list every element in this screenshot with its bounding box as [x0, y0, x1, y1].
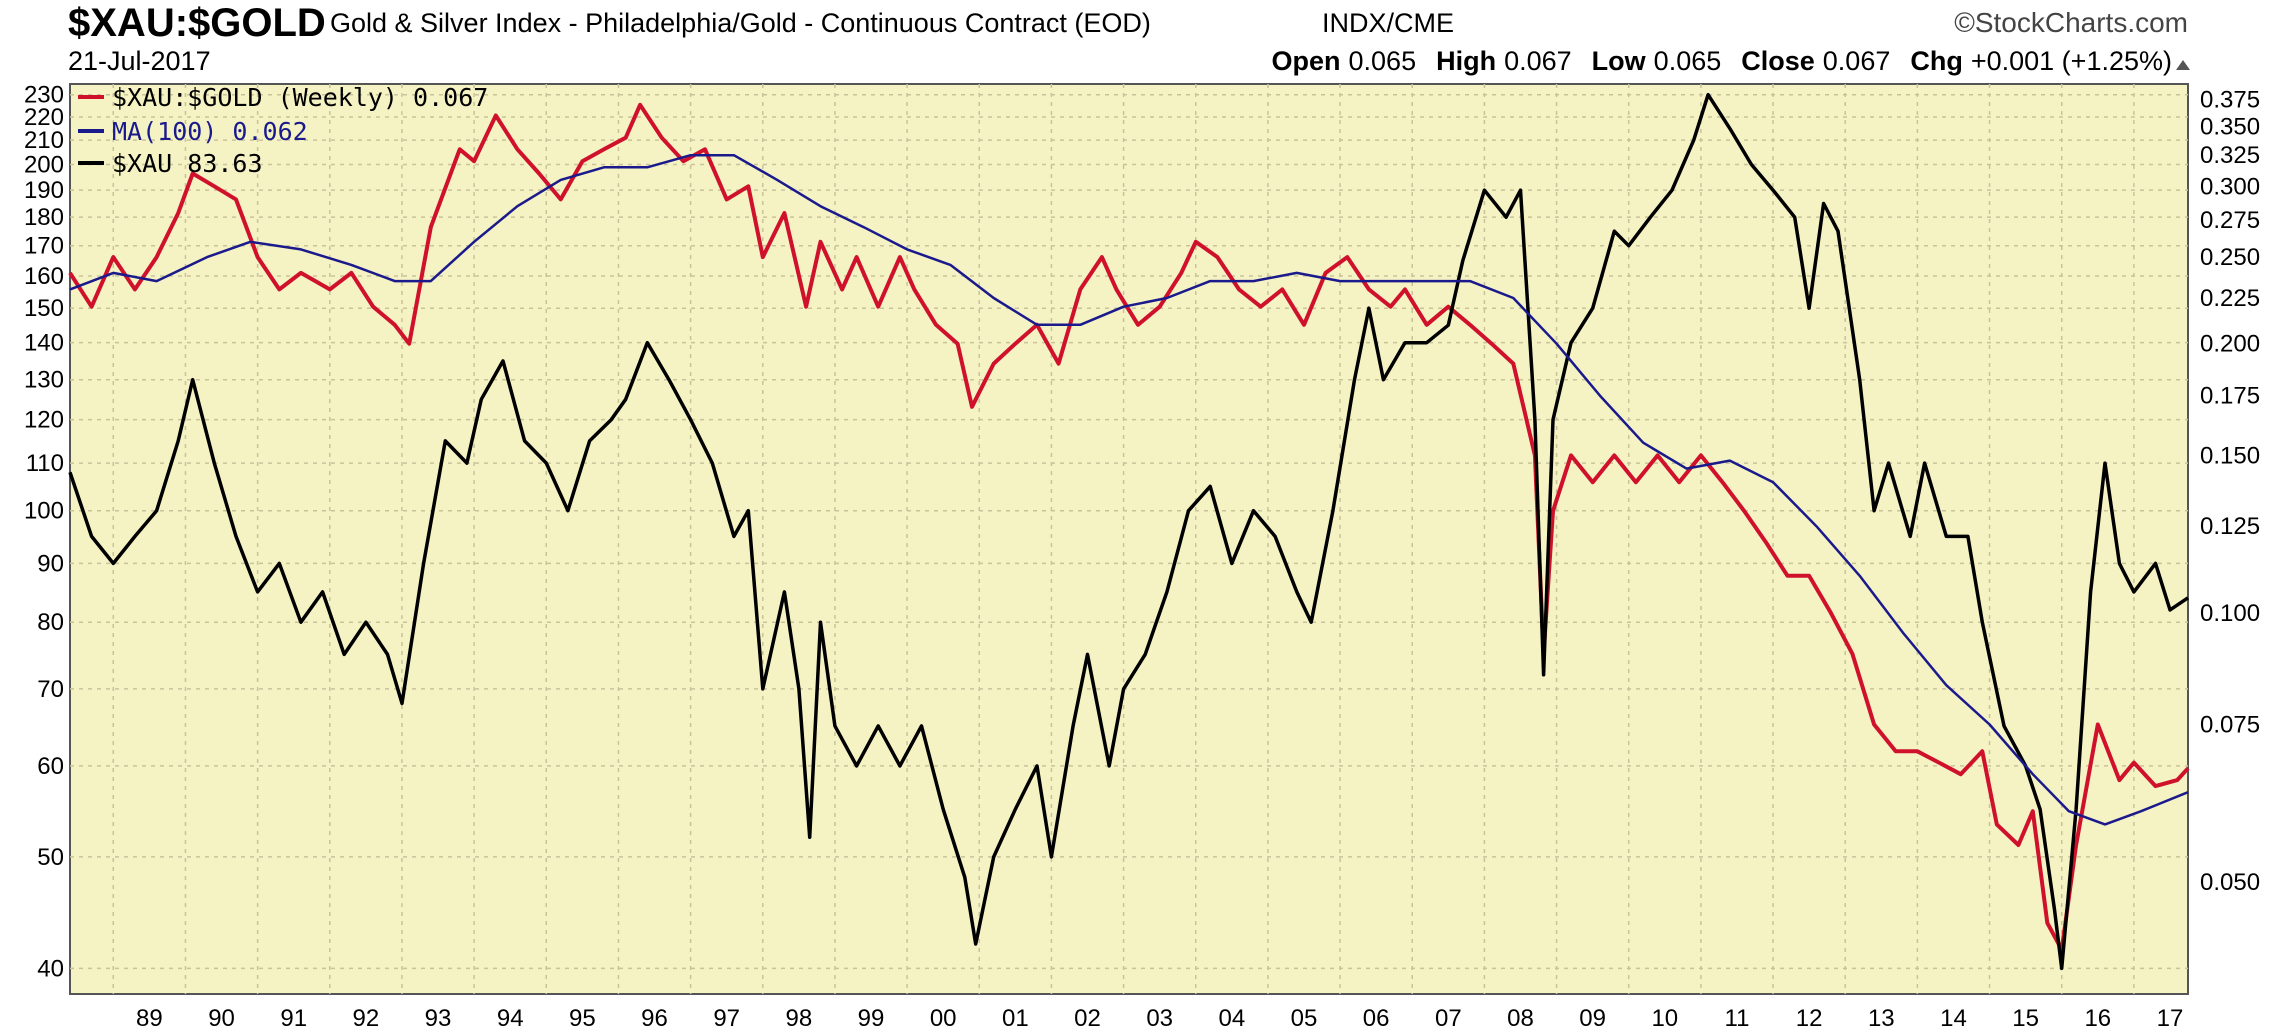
series-line-ratio [68, 102, 2190, 952]
legend-label-ma: MA(100) 0.062 [112, 117, 308, 146]
close-value: 0.067 [1823, 46, 1891, 76]
x-tick-label: 03 [1146, 1005, 1173, 1032]
chart-symbol: $XAU:$GOLD [68, 1, 326, 45]
left-tick-label: 180 [24, 204, 64, 231]
x-tick-label: 05 [1291, 1005, 1318, 1032]
legend-label-ratio: $XAU:$GOLD (Weekly) 0.067 [112, 83, 488, 112]
x-tick-label: 96 [641, 1005, 668, 1032]
series-line-xau [68, 92, 2189, 971]
left-tick-label: 50 [37, 844, 64, 871]
right-tick-label: 0.350 [2200, 113, 2260, 140]
x-tick-label: 00 [930, 1005, 957, 1032]
x-tick-label: 06 [1363, 1005, 1390, 1032]
chg-label: Chg [1910, 46, 1962, 76]
x-tick-label: 08 [1507, 1005, 1534, 1032]
brand-label[interactable]: ©StockCharts.com [1954, 7, 2188, 38]
left-tick-label: 230 [24, 82, 64, 109]
legend-value-xau: 83.63 [187, 149, 262, 178]
high-label: High [1436, 46, 1496, 76]
right-tick-label: 0.125 [2200, 513, 2260, 540]
left-tick-label: 150 [24, 295, 64, 322]
series-line-ma [69, 153, 2189, 826]
x-tick-label: 95 [569, 1005, 596, 1032]
x-tick-label: 15 [2012, 1005, 2039, 1032]
left-tick-label: 80 [37, 609, 64, 636]
chg-value: +0.001 (+1.25%) [1971, 46, 2172, 76]
high-value: 0.067 [1504, 46, 1572, 76]
legend-label-xau: $XAU 83.63 [112, 149, 263, 178]
x-tick-label: 99 [858, 1005, 885, 1032]
x-tick-label: 92 [353, 1005, 380, 1032]
left-tick-label: 170 [24, 233, 64, 260]
left-tick-label: 200 [24, 152, 64, 179]
x-tick-label: 90 [208, 1005, 235, 1032]
legend-name-xau: $XAU [112, 149, 172, 178]
left-tick-label: 130 [24, 367, 64, 394]
left-tick-label: 100 [24, 498, 64, 525]
low-value: 0.065 [1654, 46, 1722, 76]
x-tick-label: 94 [497, 1005, 524, 1032]
left-tick-label: 160 [24, 263, 64, 290]
right-tick-label: 0.100 [2200, 600, 2260, 627]
right-tick-label: 0.275 [2200, 207, 2260, 234]
x-tick-label: 02 [1074, 1005, 1101, 1032]
left-tick-label: 60 [37, 753, 64, 780]
legend-value-ma: 0.062 [232, 117, 307, 146]
legend-name-ma: MA(100) [112, 117, 217, 146]
close-label: Close [1741, 46, 1815, 76]
right-tick-label: 0.325 [2200, 142, 2260, 169]
ohlc-readout: Open 0.065 High 0.067 Low 0.065 Close 0.067 Chg +… [1272, 46, 2173, 76]
left-tick-label: 90 [37, 550, 64, 577]
right-tick-label: 0.225 [2200, 285, 2260, 312]
right-tick-label: 0.075 [2200, 712, 2260, 739]
plot-area [69, 83, 2189, 995]
right-tick-label: 0.050 [2200, 869, 2260, 896]
right-tick-label: 0.150 [2200, 442, 2260, 469]
left-tick-label: 220 [24, 104, 64, 131]
up-arrow-icon [2176, 60, 2190, 70]
right-tick-label: 0.175 [2200, 383, 2260, 410]
grid-vertical [112, 84, 2135, 994]
low-label: Low [1592, 46, 1647, 76]
x-tick-label: 12 [1796, 1005, 1823, 1032]
x-tick-label: 10 [1651, 1005, 1678, 1032]
x-tick-label: 93 [425, 1005, 452, 1032]
x-tick-label: 11 [1725, 1005, 1750, 1032]
x-tick-label: 04 [1218, 1005, 1245, 1032]
legend-name-ratio: $XAU:$GOLD (Weekly) [112, 83, 398, 112]
x-tick-label: 01 [1002, 1005, 1029, 1032]
left-tick-label: 110 [26, 450, 64, 477]
x-tick-label: 17 [2157, 1005, 2184, 1032]
legend-value-ratio: 0.067 [413, 83, 488, 112]
x-tick-label: 13 [1868, 1005, 1895, 1032]
left-tick-label: 70 [37, 676, 64, 703]
x-tick-label: 16 [2084, 1005, 2111, 1032]
legend: $XAU:$GOLD (Weekly) 0.067 MA(100) 0.062 … [78, 83, 488, 178]
x-tick-label: 98 [786, 1005, 813, 1032]
open-value: 0.065 [1349, 46, 1417, 76]
right-tick-label: 0.250 [2200, 244, 2260, 271]
right-tick-label: 0.375 [2200, 87, 2260, 114]
x-tick-label: 89 [136, 1005, 163, 1032]
left-tick-label: 140 [24, 330, 64, 357]
right-tick-label: 0.300 [2200, 173, 2260, 200]
left-tick-label: 120 [24, 407, 64, 434]
left-tick-label: 40 [37, 955, 64, 982]
x-tick-label: 09 [1579, 1005, 1606, 1032]
left-tick-label: 190 [24, 177, 64, 204]
chart-date: 21-Jul-2017 [68, 46, 211, 76]
right-tick-label: 0.200 [2200, 331, 2260, 358]
x-tick-label: 07 [1435, 1005, 1462, 1032]
left-tick-label: 210 [24, 127, 64, 154]
chart-exchange: INDX/CME [1322, 8, 1454, 38]
open-label: Open [1272, 46, 1341, 76]
chart-description: Gold & Silver Index - Philadelphia/Gold … [330, 8, 1151, 38]
x-axis: 89 90 91 92 93 94 95 96 97 98 99 00 01 02 03 04 05 06 07 08… [136, 1005, 2183, 1032]
x-tick-label: 14 [1940, 1005, 1967, 1032]
x-tick-label: 91 [280, 1005, 307, 1032]
x-tick-label: 97 [713, 1005, 740, 1032]
